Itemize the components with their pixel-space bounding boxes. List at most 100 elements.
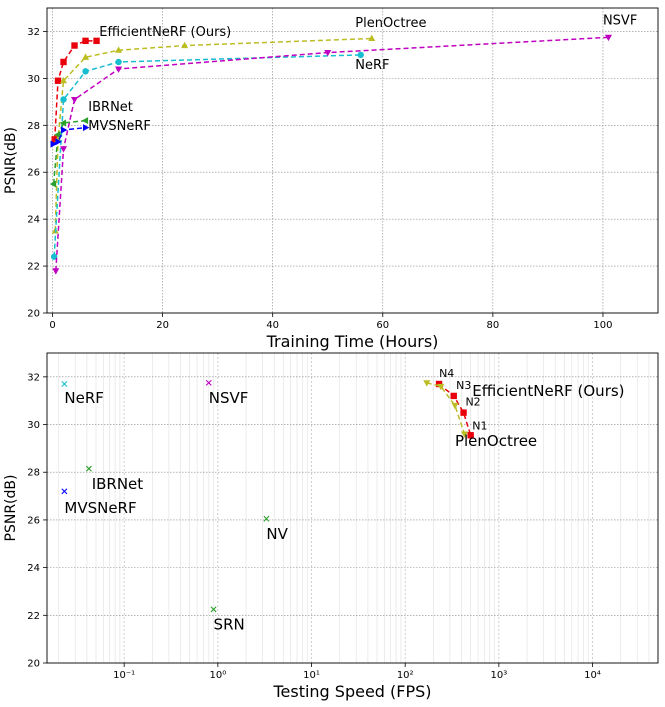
annotation-label: NSVF bbox=[209, 389, 249, 407]
x-axis-label: Training Time (Hours) bbox=[266, 332, 439, 351]
annotation-label: SRN bbox=[214, 616, 245, 634]
y-tick-label: 28 bbox=[27, 121, 40, 132]
x-tick-label: 20 bbox=[156, 320, 169, 331]
data-point bbox=[54, 77, 62, 84]
y-tick-label: 32 bbox=[27, 27, 40, 38]
data-point bbox=[82, 37, 89, 45]
y-tick-label: 20 bbox=[27, 309, 40, 320]
y-tick-label: 26 bbox=[27, 168, 40, 179]
y-tick-label: 20 bbox=[27, 659, 40, 670]
data-point bbox=[115, 46, 123, 53]
annotation-label: N4 bbox=[439, 367, 454, 380]
annotation-label: N2 bbox=[465, 395, 480, 408]
series-line bbox=[426, 382, 466, 435]
data-point bbox=[423, 380, 431, 387]
data-point bbox=[437, 383, 445, 391]
y-tick-label: 32 bbox=[27, 372, 40, 383]
data-point bbox=[85, 465, 92, 472]
data-point bbox=[59, 146, 68, 153]
series-line bbox=[54, 37, 372, 231]
series-line bbox=[52, 119, 86, 185]
y-axis-label: PSNR(dB) bbox=[3, 475, 19, 542]
data-point bbox=[59, 119, 67, 127]
annotation-label: EfficientNeRF (Ours) bbox=[99, 25, 231, 40]
x-tick-label: 10¹ bbox=[303, 670, 320, 681]
data-point bbox=[460, 409, 467, 416]
annotation-label: IBRNet bbox=[92, 475, 144, 493]
data-point bbox=[467, 432, 474, 439]
annotation-label: PlenOctree bbox=[355, 16, 426, 31]
annotation-label: NSVF bbox=[603, 13, 637, 28]
y-tick-label: 24 bbox=[27, 215, 40, 226]
y-tick-label: 22 bbox=[27, 262, 40, 273]
data-point bbox=[461, 431, 469, 438]
y-tick-label: 24 bbox=[27, 563, 40, 574]
data-point bbox=[60, 96, 67, 103]
x-tick-label: 40 bbox=[266, 320, 279, 331]
series-line bbox=[438, 383, 472, 436]
data-point bbox=[263, 515, 270, 522]
data-point bbox=[54, 131, 61, 139]
annotation-label: PlenOctree bbox=[455, 432, 537, 450]
data-point bbox=[49, 180, 57, 188]
annotation-label: NeRF bbox=[355, 58, 389, 73]
data-point bbox=[52, 268, 60, 275]
y-tick-label: 30 bbox=[27, 74, 40, 85]
data-point bbox=[324, 50, 332, 57]
data-point bbox=[210, 606, 217, 613]
data-point bbox=[82, 53, 90, 60]
data-point bbox=[60, 58, 67, 66]
data-point bbox=[55, 138, 62, 146]
data-point bbox=[50, 253, 58, 260]
x-tick-label: 60 bbox=[376, 320, 389, 331]
x-tick-label: 10⁻¹ bbox=[113, 670, 135, 681]
annotation-label: IBRNet bbox=[88, 100, 133, 115]
data-point bbox=[82, 68, 89, 75]
data-point bbox=[93, 37, 100, 45]
data-point bbox=[61, 488, 68, 495]
y-tick-label: 30 bbox=[27, 420, 40, 431]
data-point bbox=[205, 379, 212, 386]
plot-frame bbox=[46, 7, 659, 314]
annotation-label: N1 bbox=[472, 419, 487, 432]
x-tick-label: 100 bbox=[593, 320, 612, 331]
annotation-label: NeRF bbox=[64, 389, 104, 407]
annotation-label: N3 bbox=[456, 379, 471, 392]
y-axis-label: PSNR(dB) bbox=[3, 127, 19, 194]
data-point bbox=[450, 392, 457, 400]
y-tick-label: 26 bbox=[27, 515, 40, 526]
x-axis-label: Testing Speed (FPS) bbox=[272, 682, 431, 701]
x-tick-label: 10³ bbox=[490, 670, 507, 681]
data-point bbox=[60, 126, 68, 134]
data-point bbox=[71, 42, 78, 49]
plot-frame bbox=[46, 352, 659, 664]
series-line bbox=[55, 36, 609, 271]
data-point bbox=[59, 76, 68, 84]
x-tick-label: 10⁴ bbox=[584, 670, 601, 681]
annotation-label: MVSNeRF bbox=[88, 119, 151, 134]
data-point bbox=[82, 124, 90, 132]
x-tick-label: 80 bbox=[486, 320, 499, 331]
data-point bbox=[357, 51, 364, 59]
data-point bbox=[61, 381, 68, 387]
data-point bbox=[368, 34, 376, 42]
data-point bbox=[81, 117, 89, 125]
data-point bbox=[115, 58, 122, 66]
x-tick-label: 0 bbox=[49, 320, 55, 331]
data-point bbox=[451, 402, 459, 410]
y-tick-label: 28 bbox=[27, 468, 40, 479]
annotation-label: MVSNeRF bbox=[64, 499, 136, 517]
x-tick-label: 10² bbox=[397, 670, 414, 681]
data-point bbox=[604, 34, 612, 42]
series-line bbox=[53, 54, 361, 257]
y-tick-label: 22 bbox=[27, 611, 40, 622]
data-point bbox=[71, 96, 79, 104]
data-point bbox=[50, 140, 57, 148]
data-point bbox=[115, 66, 123, 73]
x-tick-label: 10⁰ bbox=[209, 670, 226, 681]
data-point bbox=[181, 41, 189, 49]
annotation-label: EfficientNeRF (Ours) bbox=[472, 382, 624, 400]
annotation-label: NV bbox=[266, 525, 288, 543]
testing-speed-chart: 10⁻¹ 10⁰ 10¹ 10² 10³ 10⁴ 20 22 24 26 28 30 32 Testing… bbox=[3, 352, 659, 701]
